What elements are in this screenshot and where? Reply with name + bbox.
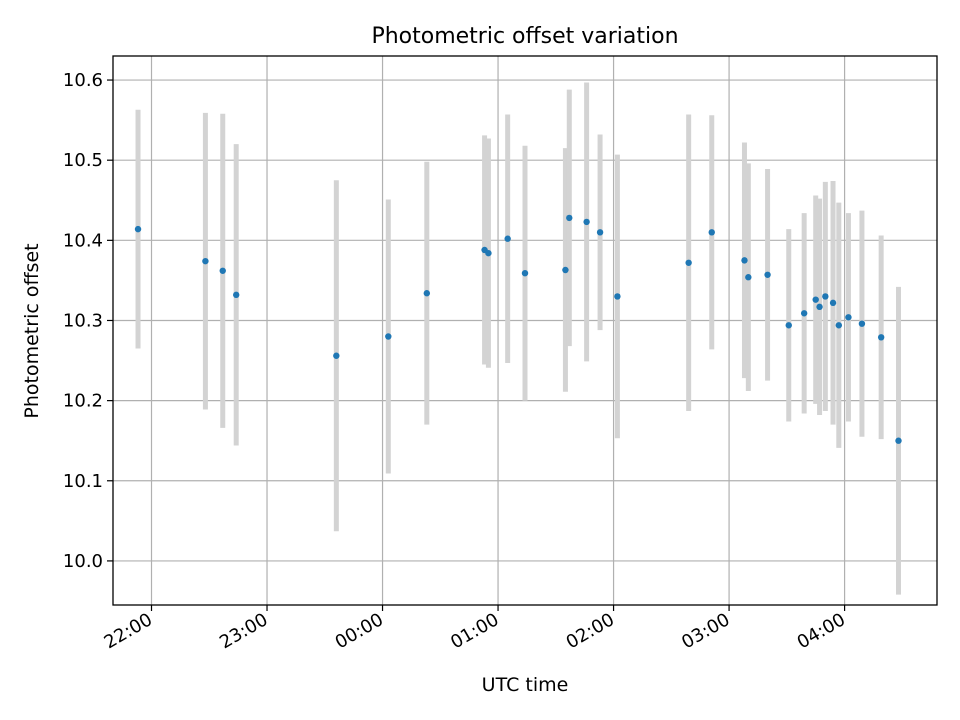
data-points <box>134 214 902 444</box>
y-tick-label: 10.3 <box>63 310 103 331</box>
data-point <box>877 334 885 341</box>
y-tick-label: 10.6 <box>63 70 103 91</box>
y-tick-label: 10.1 <box>63 471 103 492</box>
data-point <box>134 225 142 233</box>
data-point <box>745 274 752 281</box>
data-point <box>485 249 492 257</box>
y-axis-label: Photometric offset <box>21 243 43 418</box>
data-point <box>583 218 590 226</box>
y-tick-label: 10.0 <box>63 551 103 572</box>
data-point <box>764 271 771 278</box>
data-point <box>845 314 852 321</box>
data-point <box>219 267 226 274</box>
data-point <box>812 296 819 303</box>
data-point <box>708 229 715 236</box>
data-point <box>858 320 866 327</box>
y-axis-ticks: 10.0 10.1 10.2 10.3 10.4 10.5 10.6 <box>63 70 113 572</box>
data-point <box>822 293 829 300</box>
data-point <box>423 290 431 297</box>
data-point <box>800 310 808 317</box>
data-point <box>504 235 511 242</box>
data-point <box>685 259 692 266</box>
data-point <box>829 299 837 307</box>
y-tick-label: 10.4 <box>63 230 103 251</box>
data-point <box>835 322 843 329</box>
data-point <box>562 266 569 274</box>
data-point <box>741 257 748 264</box>
data-point <box>385 333 392 340</box>
data-point <box>614 293 621 300</box>
data-point <box>333 352 340 359</box>
data-point <box>596 229 604 236</box>
data-point <box>233 291 240 299</box>
data-point <box>785 322 792 329</box>
plot-frame <box>112 55 938 606</box>
y-tick-label: 10.5 <box>63 150 103 171</box>
data-point <box>816 303 823 311</box>
x-axis-label: UTC time <box>482 674 569 696</box>
data-point <box>521 269 529 277</box>
data-point <box>202 257 209 265</box>
data-point <box>895 437 902 444</box>
data-point <box>566 214 573 222</box>
chart-title: Photometric offset variation <box>371 24 678 49</box>
y-tick-label: 10.2 <box>63 391 103 412</box>
